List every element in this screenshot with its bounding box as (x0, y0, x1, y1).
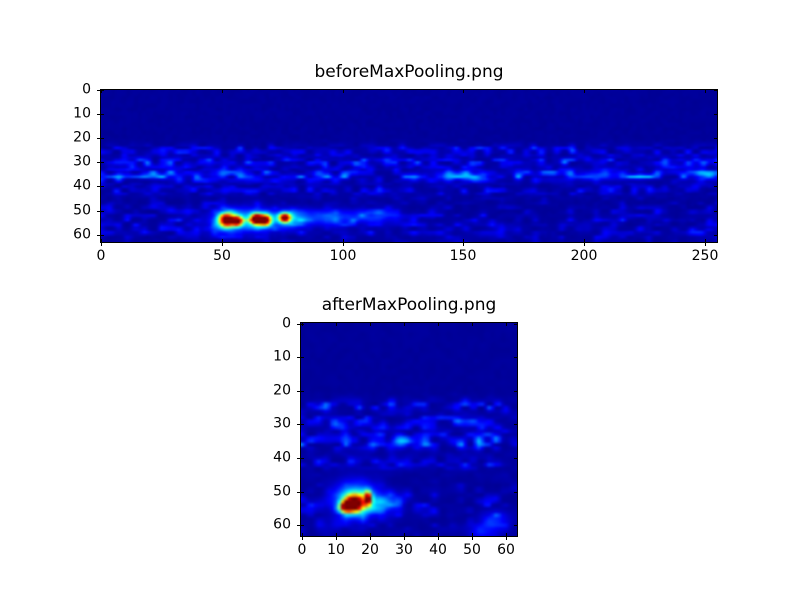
x-tick-label-40: 40 (429, 542, 447, 558)
x-tick-label-0: 0 (96, 248, 106, 264)
y-tick-label-50: 50 (273, 483, 291, 500)
x-tick-label-60: 60 (497, 542, 515, 558)
before-maxpooling-heatmap (100, 89, 718, 243)
y-tick-label-10: 10 (273, 348, 291, 365)
x-tick-label-150: 150 (449, 248, 477, 264)
y-tick-label-40: 40 (73, 177, 91, 194)
y-tick-label-30: 30 (73, 153, 91, 170)
y-tick-label-60: 60 (273, 516, 291, 533)
x-tick-label-250: 250 (691, 248, 719, 264)
y-tick-label-20: 20 (273, 382, 291, 399)
y-tick-label-50: 50 (73, 202, 91, 219)
panel-after-maxpooling: afterMaxPooling.png 0 10 20 30 40 50 60 0 10 20 30… (273, 295, 518, 558)
y-tick-label-40: 40 (273, 449, 291, 466)
panel-before-maxpooling: beforeMaxPooling.png 0 50 100 150 200 250 0 10 2… (73, 62, 718, 264)
y-tick-label-30: 30 (273, 415, 291, 432)
y-tick-label-20: 20 (73, 129, 91, 146)
after-maxpooling-title: afterMaxPooling.png (321, 295, 497, 315)
x-tick-label-50: 50 (213, 248, 231, 264)
x-tick-label-0: 0 (297, 542, 307, 558)
x-tick-label-50: 50 (463, 542, 481, 558)
x-tick-label-10: 10 (327, 542, 345, 558)
x-tick-label-200: 200 (570, 248, 598, 264)
before-maxpooling-title: beforeMaxPooling.png (314, 62, 504, 82)
y-tick-label-60: 60 (73, 226, 91, 243)
after-maxpooling-heatmap (300, 322, 518, 537)
y-tick-label-10: 10 (73, 105, 91, 122)
y-tick-label-0: 0 (82, 81, 91, 98)
y-tick-label-0: 0 (282, 315, 291, 332)
x-tick-label-100: 100 (329, 248, 357, 264)
x-tick-label-30: 30 (395, 542, 413, 558)
x-tick-label-20: 20 (361, 542, 379, 558)
